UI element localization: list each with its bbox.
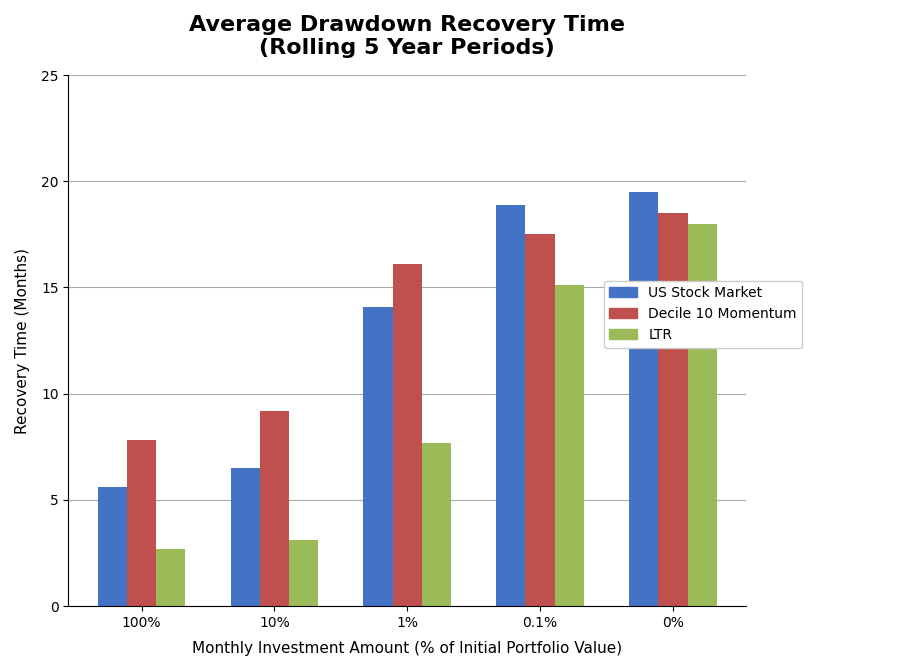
Bar [392, 264, 422, 606]
Bar [127, 440, 156, 606]
Y-axis label: Recovery Time (Months): Recovery Time (Months) [15, 248, 30, 433]
Bar [554, 285, 584, 606]
Bar [658, 213, 686, 606]
X-axis label: Monthly Investment Amount (% of Initial Portfolio Value): Monthly Investment Amount (% of Initial … [192, 641, 621, 656]
Bar [259, 411, 289, 606]
Bar [686, 223, 716, 606]
Bar [231, 468, 259, 606]
Legend: US Stock Market, Decile 10 Momentum, LTR: US Stock Market, Decile 10 Momentum, LTR [603, 280, 801, 348]
Bar [156, 549, 185, 606]
Bar [629, 192, 658, 606]
Title: Average Drawdown Recovery Time
(Rolling 5 Year Periods): Average Drawdown Recovery Time (Rolling … [189, 15, 625, 58]
Bar [495, 205, 525, 606]
Bar [289, 540, 318, 606]
Bar [97, 487, 127, 606]
Bar [525, 234, 554, 606]
Bar [422, 443, 450, 606]
Bar [363, 307, 392, 606]
